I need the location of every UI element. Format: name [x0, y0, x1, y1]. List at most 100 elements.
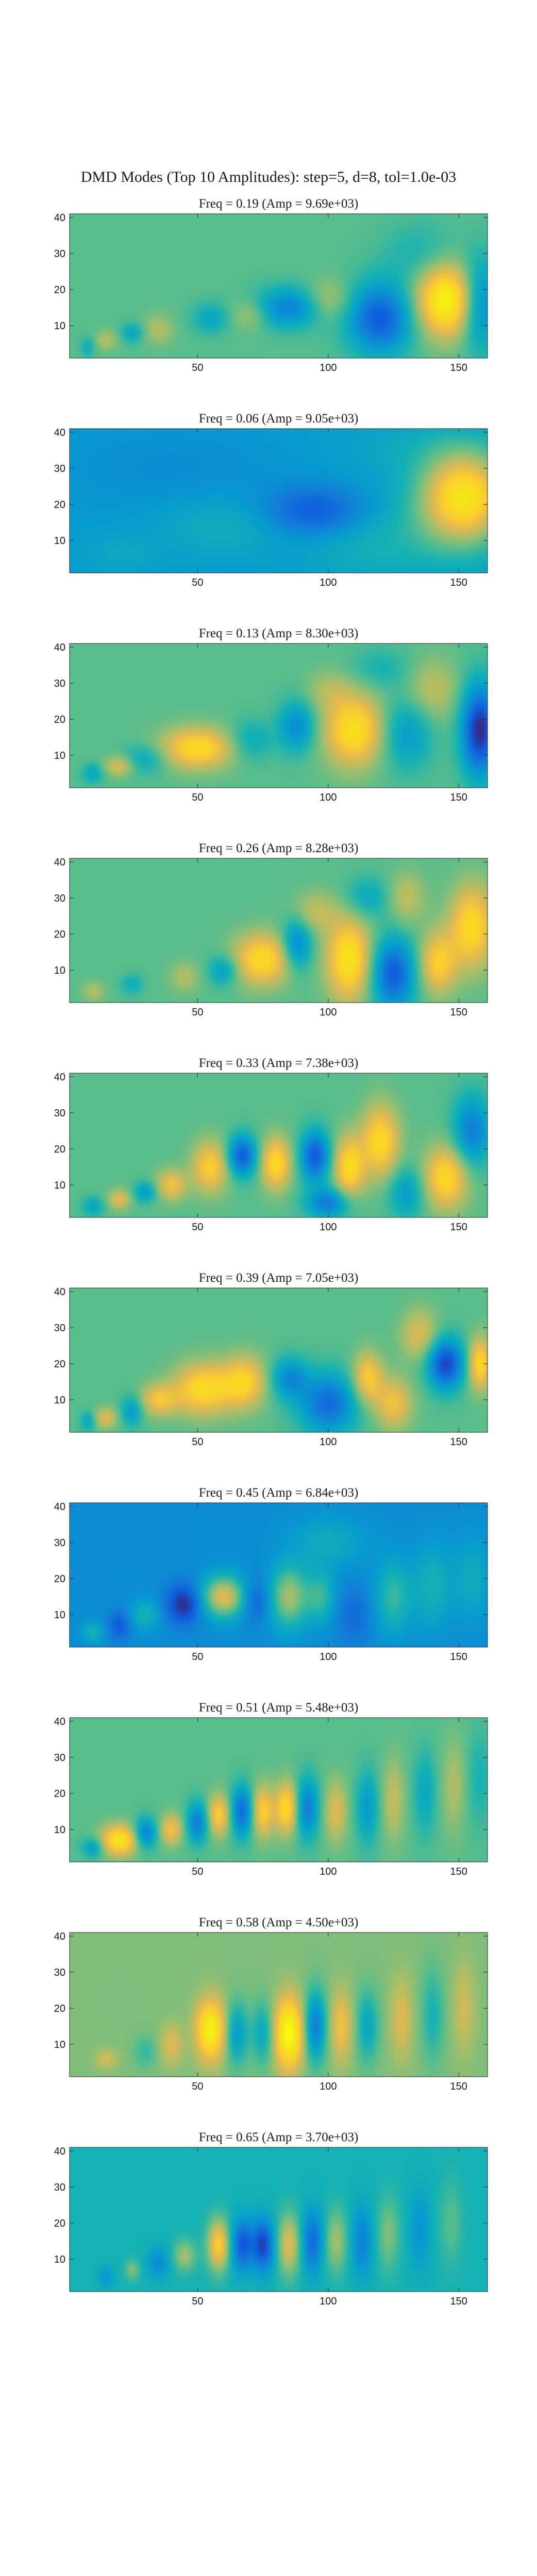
mode-heatmap	[70, 429, 488, 573]
y-tick-label: 30	[54, 1537, 65, 1549]
mode-panel: Freq = 0.13 (Amp = 8.30e+03) 50 100 150 10 20…	[54, 626, 488, 803]
y-tick-label: 40	[54, 427, 65, 438]
axes-frame	[69, 1502, 488, 1648]
x-tick-label: 150	[450, 1222, 467, 1233]
x-tick-label: 50	[192, 1866, 203, 1877]
mode-heatmap	[70, 643, 488, 788]
panel-title: Freq = 0.13 (Amp = 8.30e+03)	[199, 626, 359, 640]
x-tick-label: 100	[320, 1436, 337, 1448]
x-tick-label: 150	[450, 1866, 467, 1877]
y-tick-label: 30	[54, 678, 65, 689]
mode-panel: Freq = 0.19 (Amp = 9.69e+03) 50 100 150 10 20…	[54, 197, 488, 374]
y-tick-label: 10	[54, 1180, 65, 1191]
x-tick-label: 100	[320, 362, 337, 374]
x-tick-label: 50	[192, 1651, 203, 1663]
y-tick-label: 10	[54, 750, 65, 761]
x-tick-label: 150	[450, 2081, 467, 2092]
x-tick-label: 150	[450, 1651, 467, 1663]
y-tick-label: 20	[54, 284, 65, 296]
y-tick-label: 30	[54, 248, 65, 260]
panels-group: Freq = 0.19 (Amp = 9.69e+03) 50 100 150 10 20…	[54, 197, 488, 2307]
y-tick-label: 30	[54, 1323, 65, 1334]
y-tick-label: 30	[54, 1752, 65, 1764]
mode-panel: Freq = 0.33 (Amp = 7.38e+03) 50 100 150 10 20…	[54, 1056, 488, 1233]
x-tick-label: 150	[450, 792, 467, 803]
y-tick-label: 20	[54, 929, 65, 940]
mode-heatmap	[70, 1933, 488, 2077]
y-tick-label: 30	[54, 893, 65, 904]
x-tick-label: 100	[320, 792, 337, 803]
y-tick-label: 40	[54, 2146, 65, 2157]
mode-heatmap	[70, 214, 488, 358]
y-tick-label: 40	[54, 1501, 65, 1513]
x-tick-label: 50	[192, 792, 203, 803]
mode-panel: Freq = 0.06 (Amp = 9.05e+03) 50 100 150 10 20…	[54, 412, 488, 588]
panel-title: Freq = 0.33 (Amp = 7.38e+03)	[199, 1056, 359, 1070]
mode-heatmap	[70, 1503, 488, 1647]
x-tick-label: 100	[320, 1222, 337, 1233]
y-tick-label: 30	[54, 1967, 65, 1978]
x-tick-label: 150	[450, 577, 467, 588]
panel-title: Freq = 0.45 (Amp = 6.84e+03)	[199, 1486, 359, 1500]
axes-frame	[69, 858, 488, 1003]
y-tick-label: 10	[54, 320, 65, 332]
x-tick-label: 150	[450, 362, 467, 374]
x-tick-label: 100	[320, 1007, 337, 1018]
y-tick-label: 40	[54, 1072, 65, 1083]
x-tick-label: 50	[192, 1436, 203, 1448]
x-tick-label: 100	[320, 1866, 337, 1877]
x-tick-label: 50	[192, 1007, 203, 1018]
x-tick-label: 100	[320, 577, 337, 588]
mode-panel: Freq = 0.26 (Amp = 8.28e+03) 50 100 150 10 20…	[54, 841, 488, 1018]
x-tick-label: 150	[450, 2296, 467, 2307]
y-tick-label: 20	[54, 2003, 65, 2014]
mode-heatmap	[70, 858, 488, 1003]
mode-heatmap	[70, 1718, 488, 1862]
figure-title: DMD Modes (Top 10 Amplitudes): step=5, d…	[81, 168, 457, 185]
panel-title: Freq = 0.06 (Amp = 9.05e+03)	[199, 412, 359, 426]
y-tick-label: 10	[54, 1395, 65, 1406]
y-tick-label: 40	[54, 212, 65, 224]
x-tick-label: 50	[192, 577, 203, 588]
axes-frame	[69, 428, 488, 573]
axes-frame	[69, 213, 488, 359]
y-tick-label: 20	[54, 714, 65, 725]
y-tick-label: 20	[54, 2218, 65, 2229]
x-tick-label: 50	[192, 2081, 203, 2092]
y-tick-label: 10	[54, 965, 65, 976]
x-tick-label: 150	[450, 1007, 467, 1018]
y-tick-label: 20	[54, 1359, 65, 1370]
x-tick-label: 150	[450, 1436, 467, 1448]
x-tick-label: 50	[192, 2296, 203, 2307]
mode-panel: Freq = 0.65 (Amp = 3.70e+03) 50 100 150 10 20…	[54, 2130, 488, 2307]
y-tick-label: 20	[54, 1788, 65, 1800]
axes-frame	[69, 1717, 488, 1862]
panel-title: Freq = 0.58 (Amp = 4.50e+03)	[199, 1916, 359, 1929]
mode-heatmap	[70, 1288, 488, 1432]
panel-title: Freq = 0.26 (Amp = 8.28e+03)	[199, 841, 359, 855]
panel-title: Freq = 0.51 (Amp = 5.48e+03)	[199, 1701, 359, 1715]
axes-frame	[69, 1073, 488, 1218]
panel-title: Freq = 0.19 (Amp = 9.69e+03)	[199, 197, 359, 211]
y-tick-label: 30	[54, 463, 65, 474]
y-tick-label: 30	[54, 1108, 65, 1119]
y-tick-label: 10	[54, 1824, 65, 1836]
y-tick-label: 40	[54, 642, 65, 653]
x-tick-label: 100	[320, 2296, 337, 2307]
y-tick-label: 10	[54, 2254, 65, 2265]
y-tick-label: 20	[54, 1144, 65, 1155]
axes-frame	[69, 643, 488, 788]
x-tick-label: 100	[320, 1651, 337, 1663]
y-tick-label: 30	[54, 2182, 65, 2193]
mode-heatmap	[70, 1073, 488, 1217]
panel-title: Freq = 0.65 (Amp = 3.70e+03)	[199, 2130, 359, 2144]
y-tick-label: 40	[54, 1716, 65, 1727]
y-tick-label: 40	[54, 857, 65, 868]
mode-panel: Freq = 0.51 (Amp = 5.48e+03) 50 100 150 10 20…	[54, 1701, 488, 1877]
axes-frame	[69, 1287, 488, 1433]
mode-heatmap	[70, 2147, 488, 2292]
y-tick-label: 40	[54, 1286, 65, 1298]
x-tick-label: 50	[192, 1222, 203, 1233]
x-tick-label: 50	[192, 362, 203, 374]
